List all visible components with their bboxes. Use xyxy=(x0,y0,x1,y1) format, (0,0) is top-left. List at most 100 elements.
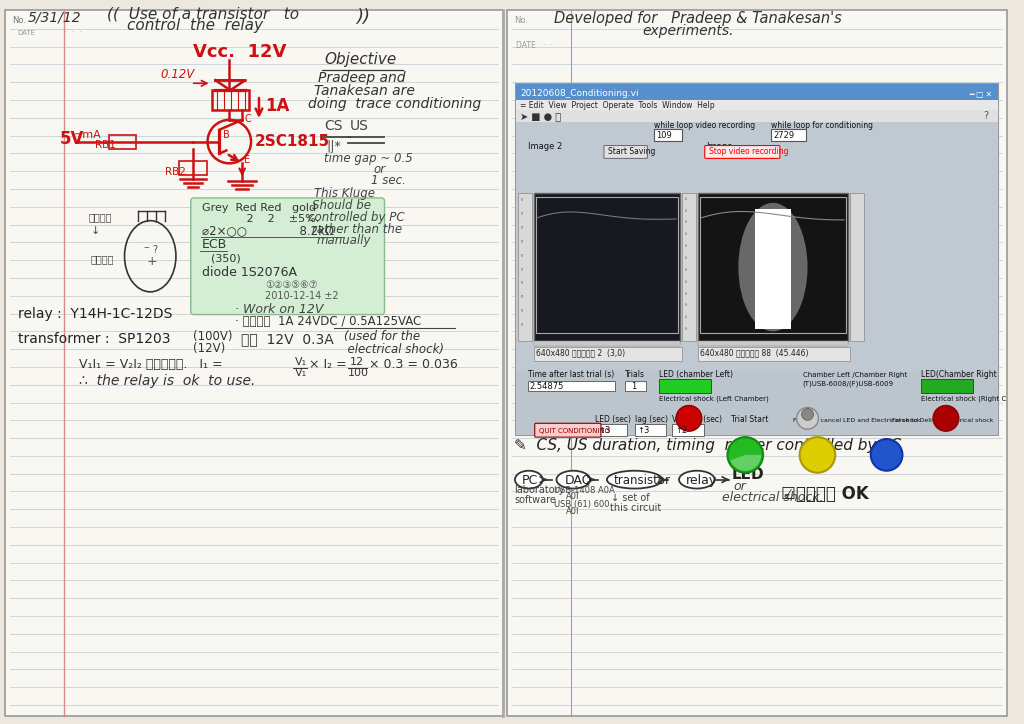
Text: Electrical shock (Left Chamber): Electrical shock (Left Chamber) xyxy=(659,395,769,402)
Text: 640x480 ビット数数 88  (45.446): 640x480 ビット数数 88 (45.446) xyxy=(699,348,808,357)
Text: DAQ: DAQ xyxy=(564,473,592,487)
Text: relay :  Y14H-1C-12DS: relay : Y14H-1C-12DS xyxy=(17,306,172,321)
Text: 640x480 ビット数数 2  (3,0): 640x480 ビット数数 2 (3,0) xyxy=(536,348,625,357)
Bar xyxy=(697,348,850,361)
Text: ①②③⑤⑥⑦: ①②③⑤⑥⑦ xyxy=(265,280,317,290)
Bar xyxy=(922,379,973,392)
Text: LED(Chamber Right: LED(Chamber Right xyxy=(922,370,997,379)
Text: LED: LED xyxy=(731,467,764,481)
Bar xyxy=(534,341,680,346)
Bar xyxy=(654,129,682,140)
Text: ◦: ◦ xyxy=(520,253,524,259)
Text: Grey  Red Red   gold: Grey Red Red gold xyxy=(202,203,315,213)
Text: V₁: V₁ xyxy=(295,368,306,378)
Text: RB2: RB2 xyxy=(165,167,186,177)
Text: QUIT CONDITIONING: QUIT CONDITIONING xyxy=(539,428,610,434)
FancyBboxPatch shape xyxy=(190,198,384,314)
Text: ⌀2×○○              8.2kΩ: ⌀2×○○ 8.2kΩ xyxy=(202,224,334,237)
Text: or: or xyxy=(733,479,746,492)
Bar xyxy=(699,197,846,333)
Text: (T)USB-6008/(F)USB-6009: (T)USB-6008/(F)USB-6009 xyxy=(803,381,894,387)
Text: This Kluge: This Kluge xyxy=(314,187,376,200)
Text: control  the  relay: control the relay xyxy=(127,18,262,33)
Text: LED (sec): LED (sec) xyxy=(595,416,631,424)
Text: time gap ~ 0.5: time gap ~ 0.5 xyxy=(325,152,413,165)
Bar xyxy=(179,161,207,175)
Text: Start Saving: Start Saving xyxy=(608,148,655,156)
Text: 20120608_Conditioning.vi: 20120608_Conditioning.vi xyxy=(520,89,639,98)
Text: Image: Image xyxy=(706,143,732,151)
Text: ◦: ◦ xyxy=(520,295,524,300)
Circle shape xyxy=(727,437,763,473)
Text: ◦: ◦ xyxy=(683,316,687,321)
Bar xyxy=(659,379,711,392)
Text: Force to cancel LED and Electrical shock: Force to cancel LED and Electrical shock xyxy=(793,418,921,424)
Text: ◦: ◦ xyxy=(683,268,687,273)
FancyBboxPatch shape xyxy=(604,146,647,159)
Text: or: or xyxy=(374,163,386,176)
Bar xyxy=(507,10,1008,716)
Text: PC: PC xyxy=(522,473,539,487)
Text: USB (61) 600: USB (61) 600 xyxy=(554,500,609,509)
Text: ✎  CS, US duration, timing  rather controlled by PC: ✎ CS, US duration, timing rather control… xyxy=(514,438,901,453)
Text: ◦: ◦ xyxy=(520,322,524,329)
Bar xyxy=(516,371,998,435)
Text: 2SC1815: 2SC1815 xyxy=(255,133,330,148)
Text: 1 sec.: 1 sec. xyxy=(371,174,406,187)
Text: ?: ? xyxy=(153,245,158,256)
Text: this circuit: this circuit xyxy=(610,503,662,513)
Text: ◦: ◦ xyxy=(520,240,524,245)
Text: Should be: Should be xyxy=(312,199,372,212)
Text: CS: CS xyxy=(325,119,343,132)
Text: electrical shock.: electrical shock. xyxy=(722,492,823,505)
Text: ◦: ◦ xyxy=(683,197,687,202)
Text: ➤ ■ ● ⏸: ➤ ■ ● ⏸ xyxy=(520,111,561,121)
Text: (100V): (100V) xyxy=(193,330,232,343)
Circle shape xyxy=(870,439,902,471)
Text: LED (chamber Left): LED (chamber Left) xyxy=(659,370,733,379)
Text: relay: relay xyxy=(686,473,717,487)
Text: ◦: ◦ xyxy=(520,267,524,273)
Text: 1: 1 xyxy=(631,382,636,391)
Text: C: C xyxy=(244,114,251,124)
Text: ☑動作確認 OK: ☑動作確認 OK xyxy=(781,485,868,503)
Bar xyxy=(697,193,848,341)
Text: 12: 12 xyxy=(350,357,364,367)
Text: ◦: ◦ xyxy=(683,327,687,332)
Bar xyxy=(534,193,680,341)
Text: ◦: ◦ xyxy=(520,281,524,287)
Text: ·  ·  ·: · · · xyxy=(65,28,83,37)
Bar xyxy=(5,10,503,716)
Text: ◦: ◦ xyxy=(683,232,687,237)
Text: ↑3: ↑3 xyxy=(638,426,650,435)
Bar xyxy=(516,84,998,435)
Text: ~mA: ~mA xyxy=(74,130,101,140)
Circle shape xyxy=(676,405,701,432)
Text: rather than the: rather than the xyxy=(312,222,402,235)
Text: 2.54875: 2.54875 xyxy=(529,382,564,391)
Ellipse shape xyxy=(515,471,543,489)
Text: 109: 109 xyxy=(656,130,672,140)
Text: E: E xyxy=(244,156,250,165)
Text: while loop for conditioning: while loop for conditioning xyxy=(771,121,873,130)
Text: Trials: Trials xyxy=(625,370,645,379)
Text: Time after last trial (s): Time after last trial (s) xyxy=(527,370,614,379)
Text: Vcc.  12V: Vcc. 12V xyxy=(193,43,286,61)
Text: ◦: ◦ xyxy=(683,244,687,249)
Bar xyxy=(516,100,998,110)
Text: ◦: ◦ xyxy=(683,221,687,226)
Circle shape xyxy=(802,408,813,421)
Text: controlled by PC: controlled by PC xyxy=(308,211,406,224)
Text: Tanakesan are: Tanakesan are xyxy=(314,84,415,98)
Text: × 0.3 = 0.036: × 0.3 = 0.036 xyxy=(369,358,458,371)
Text: 2010-12-14 ±2: 2010-12-14 ±2 xyxy=(265,291,339,300)
Text: ◦: ◦ xyxy=(683,303,687,308)
Text: 2    2    ±5%.: 2 2 ±5%. xyxy=(215,214,319,224)
Text: 5V: 5V xyxy=(59,130,84,148)
Text: doing  trace conditioning: doing trace conditioning xyxy=(308,97,481,111)
Text: ↓: ↓ xyxy=(91,225,100,235)
Text: +: + xyxy=(146,255,157,268)
Text: (12V): (12V) xyxy=(193,342,225,355)
Text: ◦: ◦ xyxy=(520,226,524,232)
Circle shape xyxy=(797,408,818,429)
